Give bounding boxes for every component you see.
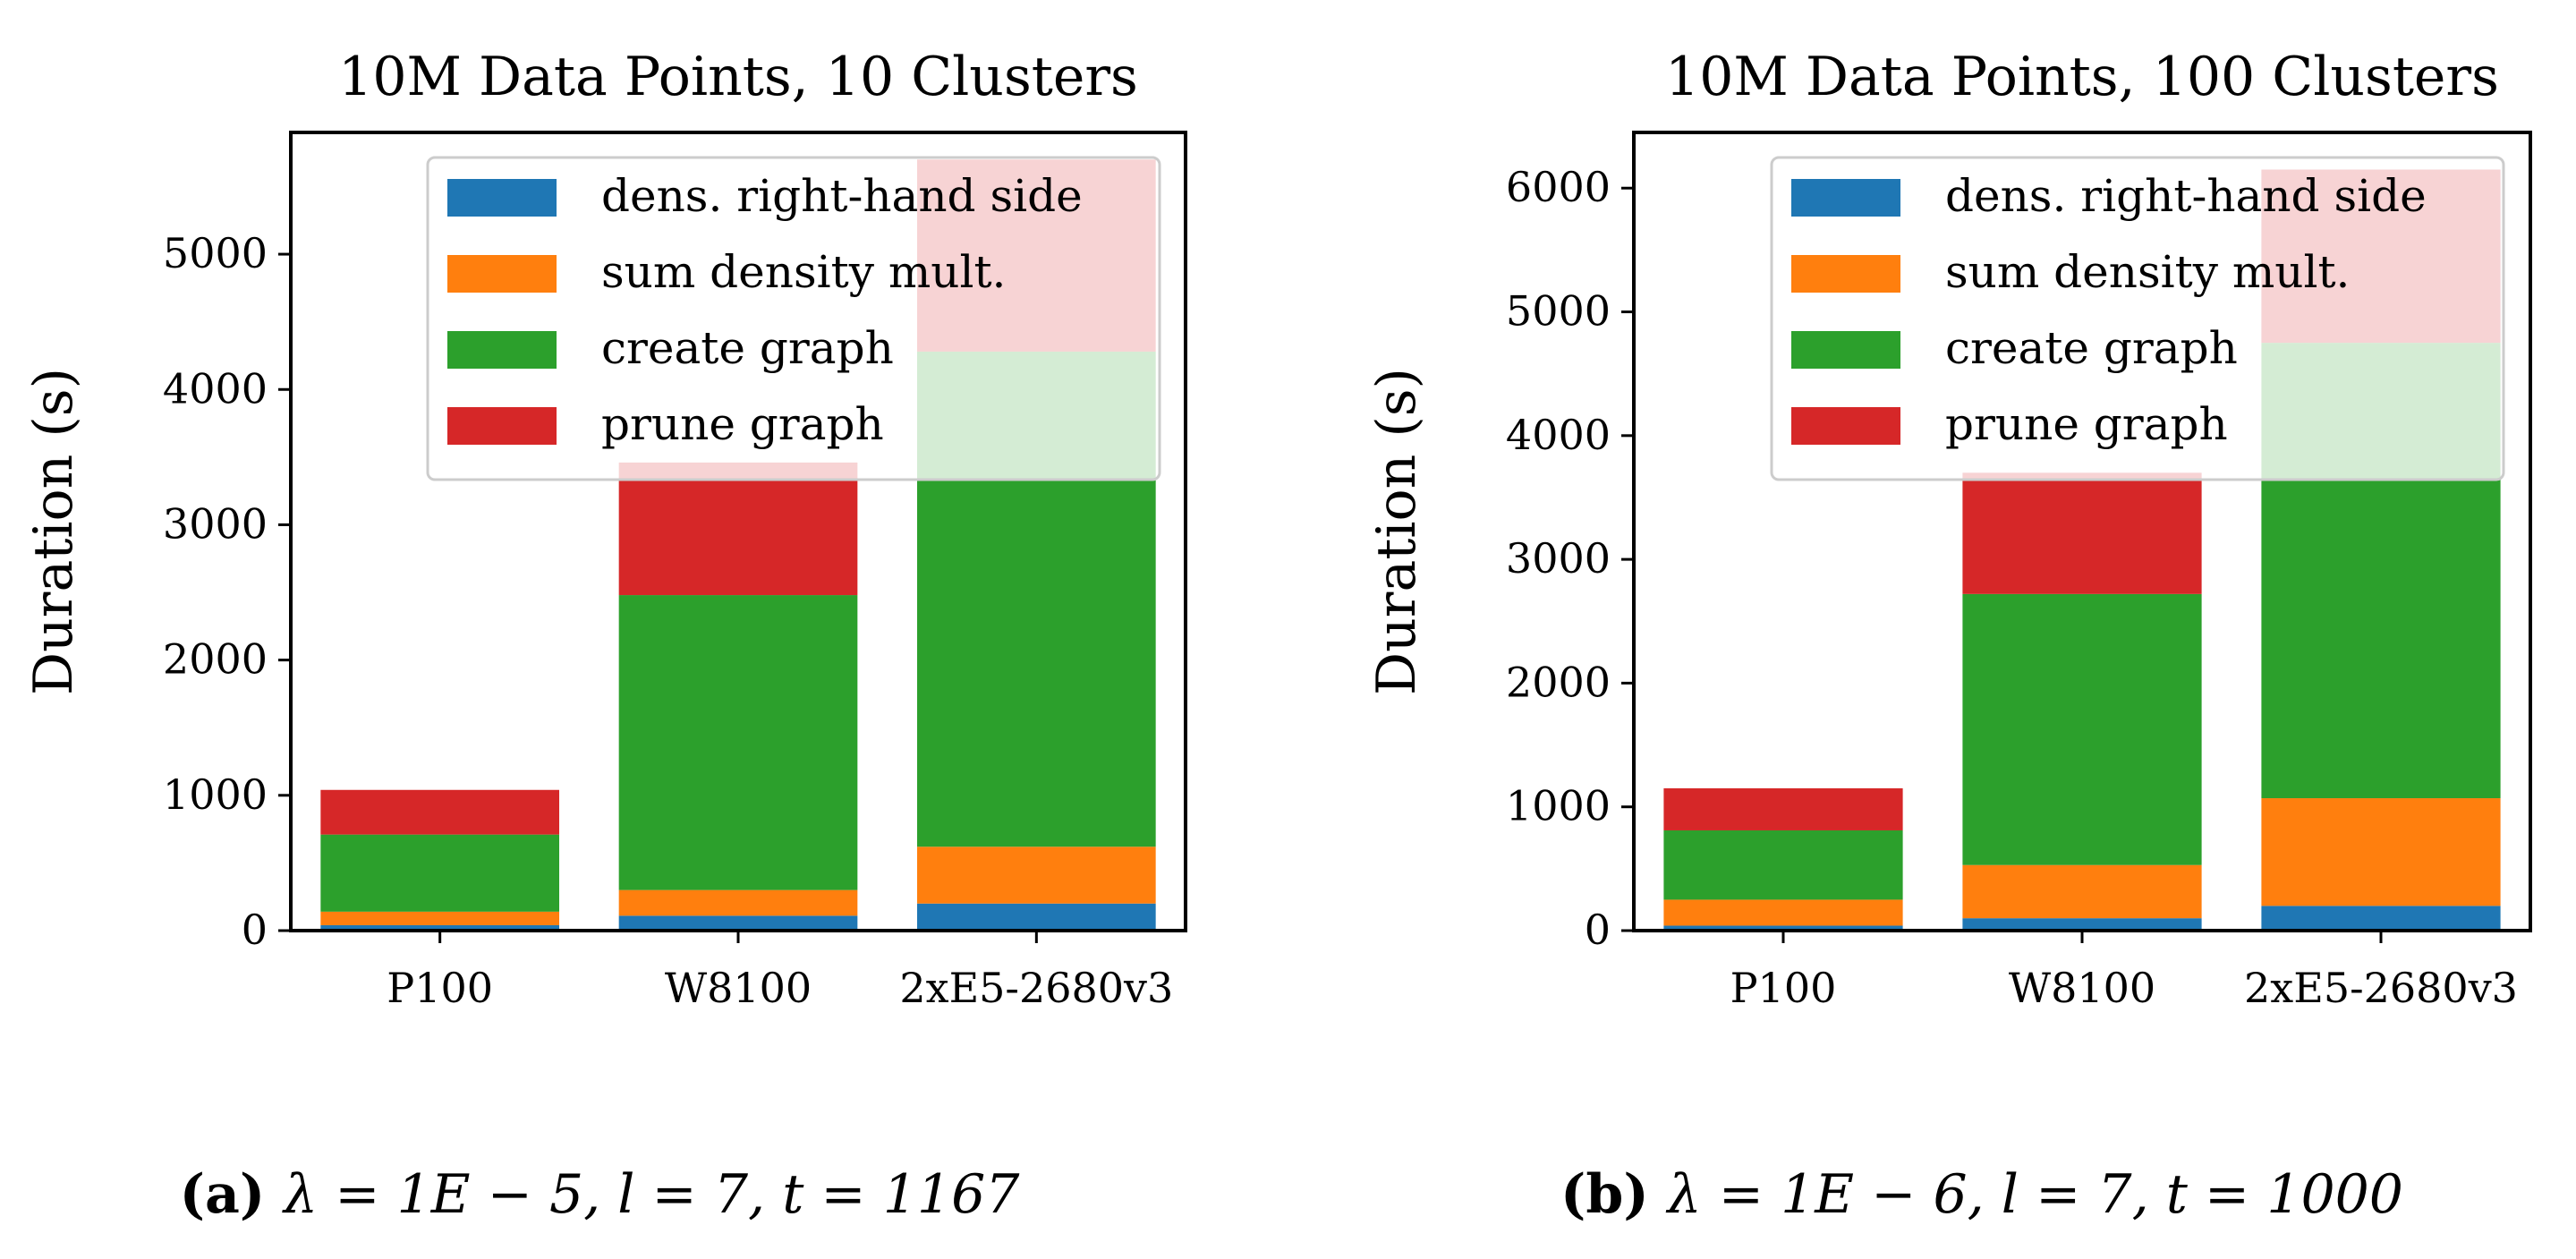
legend-label-prune-graph: prune graph bbox=[1945, 398, 2228, 450]
bar-sum-density-mult-p100 bbox=[1663, 899, 1903, 926]
bar-dens-right-hand-side-2xe5-2680v3 bbox=[2261, 906, 2501, 931]
x-tick-label-w8100: W8100 bbox=[2009, 964, 2155, 1012]
legend: dens. right-hand side sum density mult. cr… bbox=[426, 156, 1161, 481]
legend-label-dens-right-hand-side: dens. right-hand side bbox=[1945, 170, 2427, 222]
legend-label-sum-density-mult: sum density mult. bbox=[601, 246, 1006, 298]
x-tick-label-w8100: W8100 bbox=[665, 964, 812, 1012]
bar-prune-graph-p100 bbox=[1663, 787, 1903, 830]
y-tick-label: 4000 bbox=[163, 364, 268, 413]
y-tick-label: 3000 bbox=[163, 499, 268, 548]
caption: (a) λ = 1E − 5, l = 7, t = 1167 bbox=[180, 1163, 1021, 1226]
y-tick-label: 5000 bbox=[1506, 287, 1611, 336]
legend-box bbox=[1770, 156, 2505, 481]
y-tick-label: 3000 bbox=[1506, 534, 1611, 583]
bar-create-graph-w8100 bbox=[1962, 593, 2202, 865]
y-tick-label: 4000 bbox=[1506, 411, 1611, 459]
bar-dens-right-hand-side-w8100 bbox=[1962, 918, 2202, 931]
bar-sum-density-mult-w8100 bbox=[618, 889, 858, 916]
legend-box bbox=[426, 156, 1161, 481]
chart-panel-a: 10M Data Points, 10 Clusters 0 1000 2000 300… bbox=[22, 46, 1187, 1226]
legend-swatch-sum-density-mult bbox=[447, 255, 557, 293]
y-tick-label: 1000 bbox=[163, 770, 268, 819]
bar-sum-density-mult-2xe5-2680v3 bbox=[917, 846, 1156, 904]
bar-sum-density-mult-p100 bbox=[320, 911, 559, 925]
bar-sum-density-mult-2xe5-2680v3 bbox=[2261, 798, 2501, 906]
y-axis-label: Duration (s) bbox=[1365, 368, 1428, 695]
legend-swatch-create-graph bbox=[1791, 331, 1900, 369]
y-tick-label: 2000 bbox=[1506, 658, 1611, 706]
bar-dens-right-hand-side-p100 bbox=[1663, 925, 1903, 931]
chart-panel-b: 10M Data Points, 100 Clusters 0 1000 2000 30… bbox=[1365, 46, 2532, 1226]
legend: dens. right-hand side sum density mult. cr… bbox=[1770, 156, 2505, 481]
bar-sum-density-mult-w8100 bbox=[1962, 864, 2202, 919]
legend-swatch-prune-graph bbox=[447, 407, 557, 445]
legend-swatch-dens-right-hand-side bbox=[447, 179, 557, 217]
bar-create-graph-p100 bbox=[1663, 829, 1903, 900]
legend-swatch-sum-density-mult bbox=[1791, 255, 1900, 293]
x-tick-label-p100: P100 bbox=[387, 964, 493, 1012]
legend-swatch-dens-right-hand-side bbox=[1791, 179, 1900, 217]
y-tick-label: 5000 bbox=[163, 229, 268, 277]
y-axis-label: Duration (s) bbox=[22, 368, 85, 695]
bar-create-graph-p100 bbox=[320, 834, 559, 912]
bar-dens-right-hand-side-w8100 bbox=[618, 915, 858, 931]
bar-dens-right-hand-side-2xe5-2680v3 bbox=[917, 903, 1156, 931]
caption-formula: λ = 1E − 6, l = 7, t = 1000 bbox=[1666, 1163, 2403, 1226]
legend-swatch-prune-graph bbox=[1791, 407, 1900, 445]
legend-label-prune-graph: prune graph bbox=[601, 398, 884, 450]
chart-title: 10M Data Points, 10 Clusters bbox=[338, 46, 1138, 108]
bar-prune-graph-w8100 bbox=[1962, 472, 2202, 594]
legend-label-create-graph: create graph bbox=[601, 322, 894, 374]
x-tick-label-2xe5-2680v3: 2xE5-2680v3 bbox=[899, 964, 1173, 1012]
x-tick-label-p100: P100 bbox=[1730, 964, 1837, 1012]
caption-label: (b) bbox=[1560, 1163, 1668, 1226]
legend-label-create-graph: create graph bbox=[1945, 322, 2238, 374]
legend-label-sum-density-mult: sum density mult. bbox=[1945, 246, 2350, 298]
caption-label: (a) bbox=[180, 1163, 285, 1226]
bar-create-graph-w8100 bbox=[618, 595, 858, 890]
caption-formula: λ = 1E − 5, l = 7, t = 1167 bbox=[282, 1163, 1020, 1226]
y-tick-label: 2000 bbox=[163, 635, 268, 684]
legend-label-dens-right-hand-side: dens. right-hand side bbox=[601, 170, 1083, 222]
x-tick-label-2xe5-2680v3: 2xE5-2680v3 bbox=[2244, 964, 2518, 1012]
bar-prune-graph-w8100 bbox=[618, 462, 858, 596]
bar-prune-graph-p100 bbox=[320, 789, 559, 835]
y-tick-label: 0 bbox=[1585, 906, 1611, 954]
y-tick-label: 1000 bbox=[1506, 782, 1611, 830]
y-tick-label: 6000 bbox=[1506, 163, 1611, 211]
legend-swatch-create-graph bbox=[447, 331, 557, 369]
y-tick-label: 0 bbox=[242, 906, 268, 954]
bar-dens-right-hand-side-p100 bbox=[320, 924, 559, 931]
caption: (b) λ = 1E − 6, l = 7, t = 1000 bbox=[1560, 1163, 2403, 1226]
chart-title: 10M Data Points, 100 Clusters bbox=[1665, 46, 2499, 108]
